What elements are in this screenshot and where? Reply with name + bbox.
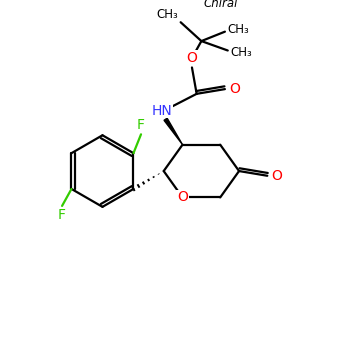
Text: HN: HN xyxy=(152,104,172,118)
Text: O: O xyxy=(187,51,197,65)
Text: O: O xyxy=(229,82,240,96)
Text: Chiral: Chiral xyxy=(203,0,237,10)
Text: O: O xyxy=(271,169,282,183)
Text: CH₃: CH₃ xyxy=(227,23,249,36)
Text: CH₃: CH₃ xyxy=(156,8,179,21)
Text: F: F xyxy=(137,118,145,132)
Polygon shape xyxy=(164,118,183,145)
Text: F: F xyxy=(58,208,66,222)
Text: O: O xyxy=(177,190,188,204)
Text: CH₃: CH₃ xyxy=(230,46,252,59)
